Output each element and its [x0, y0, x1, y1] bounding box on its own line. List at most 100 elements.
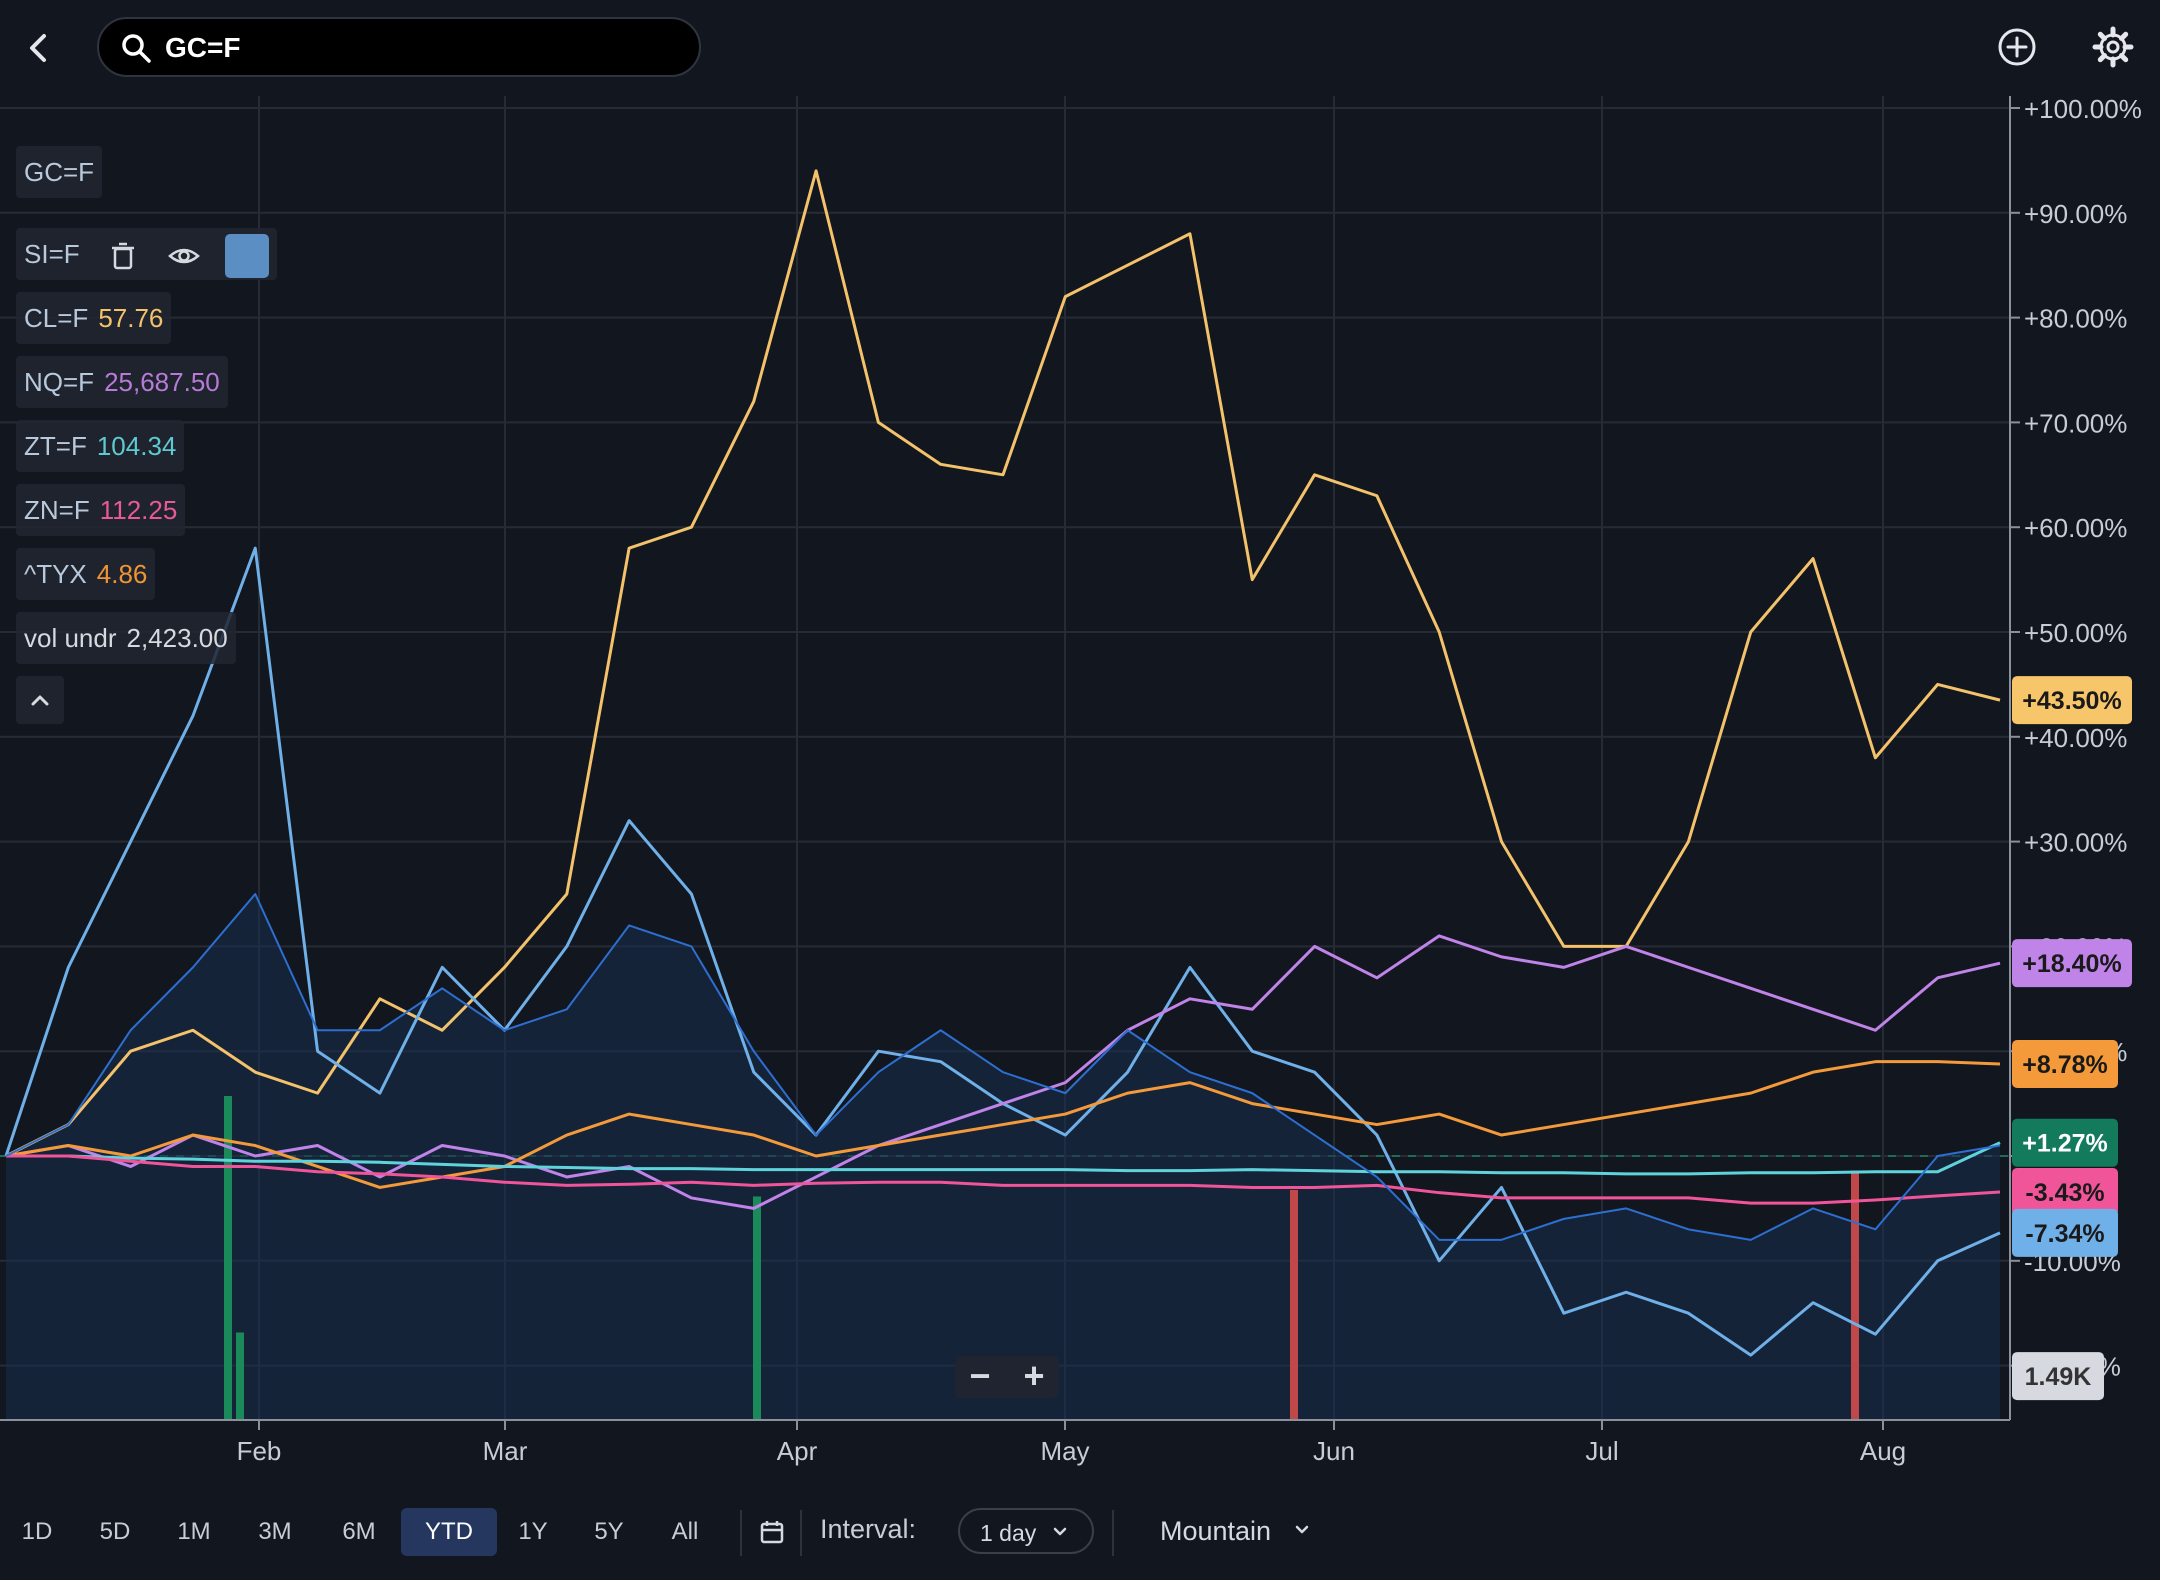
price-badge-label: -3.43% — [2025, 1179, 2104, 1207]
toolbar-divider — [800, 1510, 802, 1556]
y-tick-label: +50.00% — [2024, 618, 2127, 648]
search-box[interactable] — [97, 17, 701, 77]
price-badge-label: +1.27% — [2022, 1130, 2108, 1158]
bottom-toolbar: 1D 5D 1M 3M 6M YTD 1Y 5Y All Interval: 1… — [0, 1480, 2160, 1580]
legend-value: 4.86 — [96, 559, 148, 589]
range-5d-button[interactable]: 5D — [99, 1518, 131, 1545]
legend-symbol: ZT=F — [24, 431, 87, 461]
series-lines — [4, 169, 2001, 1357]
series-line — [5, 893, 2001, 1241]
price-badges: +43.50% +18.40% +8.78% +1.27% -3.43% -7.34% 1.… — [2012, 676, 2132, 1401]
range-all-button[interactable]: All — [671, 1518, 699, 1545]
price-badge — [2012, 1208, 2118, 1257]
interval-value: 1 day — [980, 1520, 1037, 1546]
legend-item-cl[interactable]: CL=F 57.76 — [16, 292, 172, 344]
interval-label: Interval: — [820, 1514, 917, 1544]
range-1m-button[interactable]: 1M — [177, 1518, 211, 1545]
search-icon — [122, 34, 151, 63]
legend-item-zn[interactable]: ZN=F 112.25 — [16, 484, 186, 536]
y-tick-label: +90.00% — [2024, 199, 2127, 229]
legend-value: 104.34 — [96, 431, 177, 461]
x-tick-label: Jul — [1585, 1436, 1618, 1466]
range-3m-button[interactable]: 3M — [258, 1518, 292, 1545]
volume-bar — [236, 1332, 244, 1420]
y-tick-label: +70.00% — [2024, 408, 2127, 438]
settings-button[interactable] — [2090, 24, 2136, 70]
y-tick-label: +60.00% — [2024, 513, 2127, 543]
range-1d-button[interactable]: 1D — [21, 1518, 53, 1545]
range-5y-button[interactable]: 5Y — [594, 1518, 624, 1545]
y-tick-label: +30.00% — [2024, 828, 2127, 858]
add-comparison-button[interactable] — [1994, 24, 2040, 70]
x-tick-label: Jun — [1313, 1436, 1355, 1466]
legend-symbol: ZN=F — [24, 495, 90, 525]
volume-bars — [224, 1096, 1859, 1420]
legend-value: 25,687.50 — [104, 367, 220, 397]
chevron-down-icon — [1295, 1525, 1309, 1534]
back-arrow-icon — [30, 34, 46, 62]
series-line — [6, 1141, 2001, 1176]
y-tick-label: +80.00% — [2024, 304, 2127, 334]
series-color-swatch[interactable] — [225, 234, 270, 279]
price-badge — [2012, 939, 2132, 988]
series-line — [5, 934, 2001, 1210]
chevron-down-icon — [1053, 1527, 1067, 1536]
legend-main-symbol[interactable]: GC=F — [16, 146, 103, 198]
legend-symbol: SI=F — [24, 239, 80, 269]
legend-symbol: CL=F — [24, 303, 89, 333]
volume-bar — [224, 1096, 232, 1420]
calendar-icon[interactable] — [758, 1518, 786, 1546]
interval-dropdown[interactable]: 1 day — [958, 1508, 1094, 1554]
series-line — [6, 1154, 2001, 1205]
volume-bar — [753, 1196, 761, 1420]
area-fill — [6, 894, 2000, 1420]
x-tick-label: Apr — [777, 1436, 818, 1466]
price-badge-label: +18.40% — [2022, 950, 2121, 978]
legend-item-tyx[interactable]: ^TYX 4.86 — [16, 548, 156, 600]
range-1y-button[interactable]: 1Y — [518, 1518, 548, 1545]
x-tick-label: Feb — [237, 1436, 282, 1466]
chart-type-dropdown[interactable]: Mountain — [1160, 1508, 1330, 1554]
zoom-in-button[interactable]: + — [1023, 1355, 1045, 1396]
legend-item-nq[interactable]: NQ=F 25,687.50 — [16, 356, 228, 408]
legend-item-zt[interactable]: ZT=F 104.34 — [16, 420, 185, 472]
chart-type-value: Mountain — [1160, 1516, 1272, 1546]
collapse-legend-button[interactable] — [16, 676, 64, 724]
legend-value: 112.25 — [99, 495, 178, 525]
zoom-controls: − + — [955, 1356, 1059, 1398]
range-6m-button[interactable]: 6M — [342, 1518, 376, 1545]
legend-item-vol[interactable]: vol undr 2,423.00 — [16, 612, 236, 664]
gear-icon — [2092, 26, 2134, 68]
volume-bar — [1290, 1189, 1298, 1420]
price-badge-label: 1.49K — [2025, 1363, 2092, 1391]
price-badge — [2012, 1118, 2118, 1167]
eye-icon[interactable] — [166, 238, 202, 274]
top-bar — [0, 0, 2160, 96]
legend-symbol: NQ=F — [24, 367, 95, 397]
x-tick-label: Aug — [1860, 1436, 1906, 1466]
y-tick-label: +40.00% — [2024, 723, 2127, 753]
trash-icon[interactable] — [105, 238, 141, 274]
price-badge — [2012, 1167, 2118, 1216]
zoom-out-button[interactable]: − — [969, 1355, 991, 1396]
legend-value: 57.76 — [98, 303, 164, 333]
legend-symbol: ^TYX — [24, 559, 87, 589]
legend-item-si[interactable]: SI=F — [16, 228, 278, 280]
price-badge — [2012, 676, 2132, 725]
series-line — [5, 169, 2001, 1158]
price-badge-label: +43.50% — [2022, 687, 2121, 715]
toolbar-divider — [1112, 1510, 1114, 1556]
volume-bar — [1851, 1170, 1859, 1420]
search-input[interactable] — [163, 27, 667, 69]
range-ytd-button[interactable]: YTD — [401, 1508, 497, 1556]
chevron-up-icon — [31, 695, 49, 706]
x-tick-label: Mar — [483, 1436, 528, 1466]
price-badge-label: -7.34% — [2025, 1220, 2104, 1248]
toolbar-divider — [740, 1510, 742, 1556]
add-circle-icon — [1998, 28, 2036, 66]
series-area — [6, 894, 2000, 1420]
back-button[interactable] — [18, 24, 62, 72]
price-badge — [2012, 1039, 2118, 1088]
legend-symbol: GC=F — [24, 157, 95, 187]
comparison-chart[interactable]: +100.00% +90.00% +80.00% +70.00% +60.00% +50.… — [0, 96, 2160, 1480]
